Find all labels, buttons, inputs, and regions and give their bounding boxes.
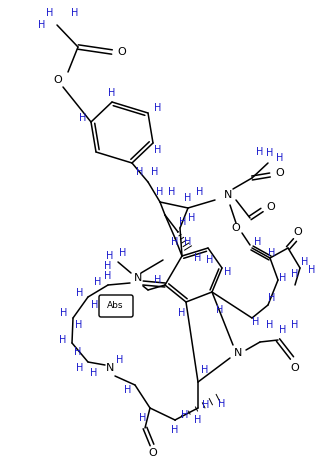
Text: H: H (184, 237, 192, 247)
Text: H: H (154, 275, 162, 285)
Text: O: O (232, 223, 240, 233)
Text: H: H (291, 320, 299, 330)
Text: O: O (276, 168, 284, 178)
Text: H: H (154, 145, 162, 155)
Text: H: H (256, 147, 264, 157)
Text: H: H (279, 273, 287, 283)
Text: H: H (196, 187, 204, 197)
Text: H: H (276, 153, 284, 163)
Text: H: H (104, 261, 112, 271)
Text: N: N (224, 190, 232, 200)
Text: H: H (74, 347, 82, 357)
Text: H: H (104, 271, 112, 281)
Text: H: H (188, 213, 196, 223)
Text: H: H (139, 413, 147, 423)
Text: H: H (266, 320, 274, 330)
Text: H: H (75, 320, 83, 330)
Text: H: H (151, 167, 159, 177)
Text: H: H (178, 308, 186, 318)
Text: H: H (266, 148, 274, 158)
Text: H: H (184, 193, 192, 203)
Text: H: H (38, 20, 46, 30)
Text: H: H (279, 325, 287, 335)
Text: H: H (171, 237, 179, 247)
Text: H: H (202, 400, 210, 410)
Text: H: H (168, 187, 176, 197)
Text: H: H (194, 253, 202, 263)
Text: H: H (60, 308, 68, 318)
Text: H: H (136, 167, 144, 177)
Text: H: H (308, 265, 316, 275)
Text: H: H (59, 335, 67, 345)
Text: H: H (156, 187, 164, 197)
Text: H: H (268, 293, 276, 303)
Text: O: O (266, 202, 275, 212)
Text: H: H (90, 368, 98, 378)
Text: H: H (301, 257, 309, 267)
Text: O: O (291, 363, 299, 373)
Text: H: H (268, 248, 276, 258)
Text: H: H (94, 277, 102, 287)
Text: H: H (154, 103, 162, 113)
Text: N: N (134, 273, 142, 283)
Text: H: H (291, 269, 299, 279)
Text: H: H (76, 288, 84, 298)
Text: H: H (252, 317, 260, 327)
Text: H: H (79, 113, 87, 123)
Text: Abs: Abs (107, 300, 123, 309)
Text: H: H (224, 267, 232, 277)
FancyBboxPatch shape (99, 295, 133, 317)
Text: H: H (46, 8, 54, 18)
Text: H: H (116, 355, 124, 365)
Text: H: H (124, 385, 132, 395)
Text: H: H (181, 410, 189, 420)
Text: O: O (293, 227, 302, 237)
Text: H: H (106, 251, 114, 261)
Text: H: H (71, 8, 79, 18)
Text: H: H (194, 415, 202, 425)
Text: H: H (76, 363, 84, 373)
Text: O: O (149, 448, 157, 458)
Text: H: H (119, 248, 127, 258)
Text: H: H (171, 425, 179, 435)
Text: O: O (54, 75, 62, 85)
Text: H: H (216, 305, 224, 315)
Text: H: H (201, 365, 209, 375)
Text: H: H (91, 300, 99, 310)
Text: N: N (234, 348, 242, 358)
Text: H: H (206, 255, 214, 265)
Text: H: H (218, 399, 226, 409)
Text: N: N (106, 363, 114, 373)
Text: H: H (254, 237, 262, 247)
Text: O: O (118, 47, 126, 57)
Text: H: H (108, 88, 116, 98)
Text: H: H (179, 217, 187, 227)
